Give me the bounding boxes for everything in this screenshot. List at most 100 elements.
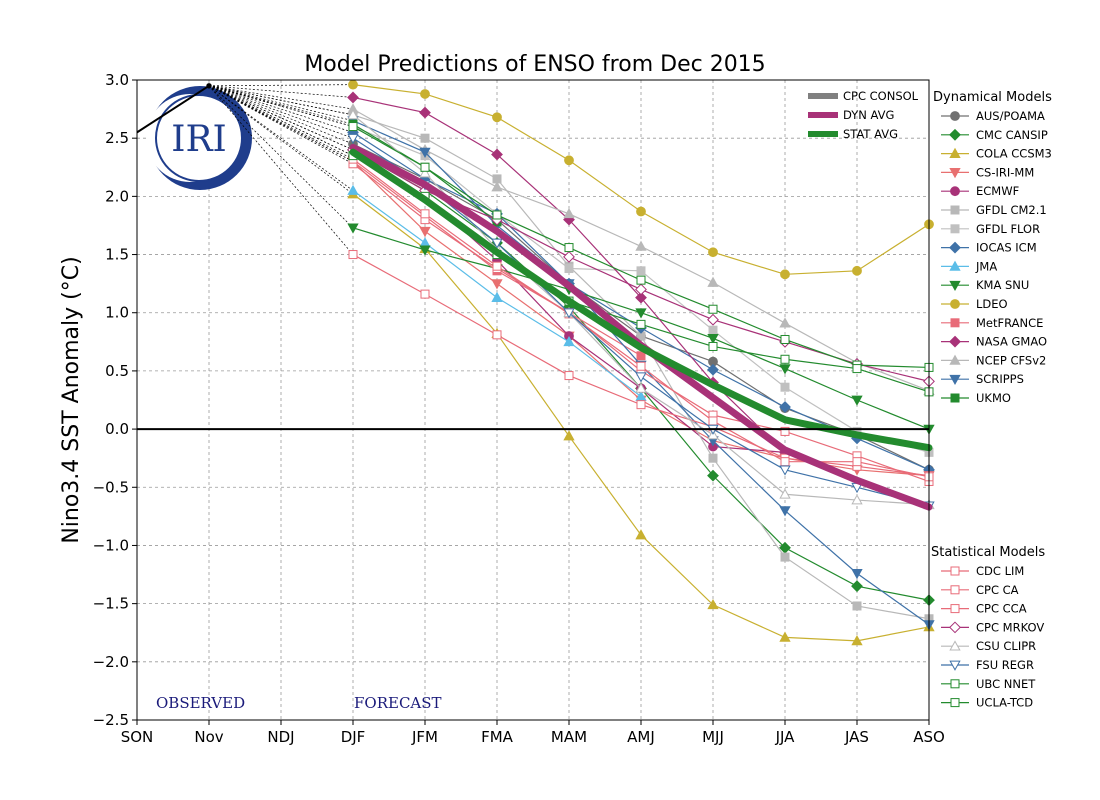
point-cs-iri-mm-jfm [419,226,431,238]
y-tick-label-0: 3.0 [105,71,129,89]
axes: 3.0 2.5 2.0 1.5 1.0 0.5 0.0 −0.5 −1.0 −1.5 −2.0 −2.… [93,71,945,746]
legend-marker-cmc-cansip [949,128,961,141]
legend-label-ncep-cfsv2: NCEP CFSv2 [976,353,1046,367]
y-tick-label-7: −0.5 [93,478,129,496]
point-scripps-jfm [419,147,431,158]
point-ubc-nnet-djf [348,122,358,132]
legend-label-cmc-cansip: CMC CANSIP [976,128,1048,142]
point-cdc-lim-djf [348,250,358,260]
point-iocas-icm-mjj [707,363,719,376]
legend-label-cpc-mrkov: CPC MRKOV [976,620,1044,634]
plot-frame [136,79,930,721]
series-ubc-nnet [348,122,934,372]
x-tick-label-ndj: NDJ [267,728,294,746]
connector-nasa-gmao [208,85,354,98]
connector-fsu-regr [208,85,354,139]
x-tick-label-djf: DJF [341,728,366,746]
y-tick-label-10: −2.0 [93,653,129,671]
legend-label-csu-clipr: CSU CLIPR [976,639,1036,653]
point-cdc-lim-mam [564,371,574,381]
connector-cdc-lim [208,85,354,255]
point-cpc-mrkov-mjj [707,313,719,326]
point-gfdl-flor-mjj [708,325,718,335]
point-nasa-gmao-jfm [419,106,431,119]
point-fsu-regr-amj [635,372,647,383]
legend-label-nasa-gmao: NASA GMAO [976,335,1047,349]
series-jma [347,184,647,401]
point-scripps-jja [779,506,791,517]
legend-marker-ucla-tcd [950,698,960,708]
point-gfdl-cm2-1-jja [780,552,790,562]
legend-marker-iocas-icm [949,241,961,254]
point-kma-snu-jfm [419,245,431,256]
legend-label-scripps: SCRIPPS [976,372,1024,386]
point-scripps-jas [851,569,863,580]
point-kma-snu-jas [851,395,863,406]
legend-label-cola-ccsm3: COLA CCSM3 [976,147,1052,161]
legend-marker-cs-iri-mm [949,168,961,179]
legend-marker-cpc-ca [950,585,960,595]
point-cdc-lim-fma [492,330,502,340]
point-cpc-cca-mjj [708,416,718,426]
connector-ubc-nnet [208,85,354,127]
legend-label-gfdl-flor: GFDL FLOR [976,222,1040,236]
point-ucla-tcd-jas [852,364,862,374]
y-tick-label-5: 0.5 [105,362,129,380]
point-cpc-mrkov-mam [563,250,575,263]
point-fsu-regr-jja [779,465,791,476]
point-gfdl-flor-mam [564,264,574,274]
legend-label-cpc-cca: CPC CCA [976,602,1027,616]
legend-marker-gfdl-flor [950,224,960,234]
point-iocas-icm-jja [779,401,791,413]
point-cola-ccsm3-jja [779,631,791,642]
legend-label-kma-snu: KMA SNU [976,278,1029,292]
point-ncep-cfsv2-mam [563,207,575,219]
x-tick-label-jas: JAS [844,728,869,746]
y-tick-label-3: 1.5 [105,246,129,264]
point-cpc-cca-jas [852,457,862,467]
legend-marker-ldeo [950,299,960,309]
point-cmc-cansip-mjj [707,469,719,482]
connector-ncep-cfsv2 [208,85,354,110]
point-kma-snu-mjj [707,333,719,345]
legend-marker-aus-poama [950,111,960,121]
legend-label-ldeo: LDEO [976,297,1008,311]
point-ldeo-djf [348,79,358,90]
legend: CPC CONSOL DYN AVG STAT AVG Dynamical Model… [808,89,1052,710]
point-cola-ccsm3-mam [563,430,575,441]
connector-ukmo [208,85,354,125]
point-csu-clipr-jfm [419,167,431,178]
legend-label-cpc-consol: CPC CONSOL [843,89,919,103]
legend-label-dyn-avg: DYN AVG [843,108,894,122]
point-metfrance-amj [636,351,646,361]
observed-line [136,84,210,134]
legend-marker-ncep-cfsv2 [949,354,961,365]
point-jma-djf [347,184,359,195]
point-ncep-cfsv2-amj [635,240,647,251]
legend-label-ubc-nnet: UBC NNET [976,677,1036,691]
point-cpc-cca-jja [780,457,790,467]
connector-kma-snu [208,85,354,229]
x-tick-label-jja: JJA [775,728,796,746]
chart-title: Model Predictions of ENSO from Dec 2015 [304,52,765,77]
logo-center [155,94,243,182]
x-tick-label-amj: AMJ [627,728,655,746]
point-cdc-lim-amj [636,400,646,410]
y-tick-label-2: 2.0 [105,187,129,205]
y-tick-label-4: 1.0 [105,304,129,322]
point-jma-mam [563,335,575,347]
connector-metfrance [208,85,354,162]
legend-marker-gfdl-cm2-1 [950,205,960,215]
series-ldeo [348,79,934,280]
legend-heading-statistical: Statistical Models [931,545,1045,560]
point-cpc-cca-amj [636,361,646,371]
connector-scripps [208,85,354,122]
point-nasa-gmao-djf [347,91,359,104]
point-fsu-regr-djf [347,133,359,145]
connector-ucla-tcd [208,85,354,156]
logo-text: IRI [171,119,227,160]
point-ucla-tcd-amj [636,319,646,329]
legend-marker-fsu-regr [949,660,961,671]
point-ncep-cfsv2-fma [491,181,503,192]
x-tick-label-mam: MAM [551,728,587,746]
